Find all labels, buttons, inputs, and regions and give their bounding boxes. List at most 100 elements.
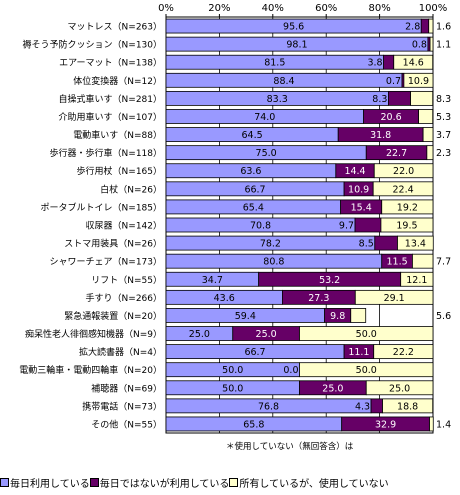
x-tick-label: 60%	[315, 3, 337, 14]
data-label-sometimes: 9.7	[339, 221, 354, 232]
bar-segment	[370, 398, 383, 414]
bar-segment	[429, 36, 434, 52]
bar-segment	[365, 380, 434, 396]
legend-item-sometimes: 毎日ではないが利用している	[89, 475, 230, 490]
data-label-unused: 22.4	[393, 184, 414, 195]
category-label: エアーマット（N=138）	[59, 58, 162, 69]
data-label-daily: 43.6	[214, 293, 235, 304]
data-label-unused: 2.3	[436, 148, 451, 159]
bar-segment	[383, 54, 395, 70]
category-label: 体位変換器（N=12）	[73, 75, 162, 87]
category-label: ストマ用装具（N=26）	[64, 238, 162, 250]
data-label-unused: 19.2	[397, 202, 418, 213]
category-label: 介助用車いす（N=107）	[59, 111, 162, 123]
data-label-sometimes: 32.9	[375, 419, 396, 430]
category-label: シャワーチェア（N=173）	[50, 257, 162, 268]
data-label-daily: 50.0	[222, 365, 243, 376]
category-label: 痴呆性老人徘徊感知機器（N=9）	[25, 328, 162, 340]
data-label-daily: 65.4	[243, 202, 264, 213]
data-label-sometimes: 22.7	[386, 148, 407, 159]
bar-segment	[350, 308, 367, 323]
data-label-daily: 81.5	[264, 58, 285, 69]
legend-swatch-sometimes	[89, 477, 99, 487]
data-label-sometimes: 14.4	[344, 166, 365, 177]
legend-label-sometimes: 毎日ではないが利用している	[99, 478, 230, 490]
bar-segment	[393, 54, 434, 70]
data-label-daily: 64.5	[242, 130, 263, 141]
data-label-daily: 66.7	[244, 347, 265, 358]
bar-segment	[372, 181, 434, 197]
chart-legend: 毎日利用している 毎日ではないが利用している 所有しているが、使用していない	[0, 474, 460, 490]
data-label-sometimes: 4.3	[355, 401, 370, 412]
data-label-unused: 18.8	[397, 401, 418, 412]
data-label-daily: 70.8	[250, 221, 271, 232]
data-label-sometimes: 0.8	[412, 40, 427, 51]
bar-segment	[397, 235, 434, 251]
data-label-daily: 50.0	[222, 383, 243, 394]
data-label-unused: 22.2	[393, 347, 414, 358]
data-label-sometimes: 25.0	[256, 329, 277, 340]
bar-segment	[428, 18, 434, 34]
bar-segment	[403, 72, 434, 88]
data-label-sometimes: 9.8	[330, 311, 345, 322]
data-label-daily: 98.1	[286, 40, 307, 51]
data-label-sometimes: 10.9	[348, 184, 369, 195]
bar-segment	[382, 398, 434, 414]
data-label-unused: 50.0	[356, 329, 377, 340]
data-label-unused: 19.5	[396, 221, 417, 232]
legend-item-daily: 毎日利用している	[0, 475, 90, 490]
data-label-sometimes: 3.8	[367, 58, 382, 69]
data-label-unused: 1.6	[436, 22, 451, 33]
data-label-unused: 1.4	[436, 419, 451, 430]
data-label-sometimes: 25.0	[322, 383, 343, 394]
bar-segment	[410, 90, 434, 106]
data-label-sometimes: 11.1	[348, 347, 369, 358]
category-label: 歩行用杖（N=165）	[77, 165, 162, 177]
category-label: 収尿器（N=142）	[86, 220, 162, 232]
legend-label-unused: 所有しているが、使用していない	[239, 478, 389, 490]
category-label: 褥そう予防クッション（N=130）	[23, 39, 162, 51]
data-label-sometimes: 27.3	[308, 293, 329, 304]
data-label-sometimes: 2.8	[405, 22, 420, 33]
data-label-daily: 83.3	[267, 94, 288, 105]
data-label-sometimes: 31.8	[370, 130, 391, 141]
data-label-daily: 76.8	[258, 401, 279, 412]
chart-note: ＊使用していない（無回答含）は	[226, 442, 354, 452]
data-label-sometimes: 8.3	[372, 94, 387, 105]
data-label-unused: 7.7	[436, 257, 451, 268]
bar-segment	[373, 344, 434, 360]
category-label: 自操式車いす（N=281）	[59, 93, 162, 105]
x-tick-label: 20%	[208, 3, 230, 14]
category-label: 白杖（N=26）	[100, 183, 162, 195]
x-tick-label: 100%	[419, 3, 448, 14]
category-label: その他（N=55）	[91, 418, 162, 430]
data-label-sometimes: 0.7	[386, 76, 401, 87]
data-label-unused: 12.1	[406, 275, 427, 286]
data-label-daily: 65.8	[243, 419, 264, 430]
bar-segment	[299, 326, 434, 341]
bar-segment	[388, 90, 411, 106]
bar-segment	[426, 145, 434, 161]
category-label: 拡大読書器（N=4）	[79, 346, 162, 358]
bar-segment	[380, 217, 434, 233]
legend-item-unused: 所有しているが、使用していない	[229, 475, 389, 490]
data-label-unused: 50.0	[356, 365, 377, 376]
category-label: 緊急通報装置（N=20）	[64, 310, 162, 322]
data-label-unused: 25.0	[389, 383, 410, 394]
bar-segment	[429, 416, 434, 432]
bar-segment	[412, 253, 434, 269]
category-label: 手すり（N=266）	[86, 292, 162, 304]
data-label-daily: 66.7	[244, 184, 265, 195]
bar-segment	[422, 127, 434, 142]
bar-segment	[354, 217, 382, 233]
data-label-sometimes: 15.4	[351, 202, 372, 213]
data-label-sometimes: 0.0	[283, 365, 298, 376]
data-label-unused: 29.1	[384, 293, 405, 304]
data-label-daily: 25.0	[189, 329, 210, 340]
data-label-unused: 5.3	[436, 112, 451, 123]
data-label-unused: 14.6	[403, 58, 424, 69]
data-label-unused: 3.7	[436, 130, 451, 141]
x-tick-label: 80%	[368, 3, 390, 14]
category-label: 歩行器・歩行車（N=118）	[50, 147, 162, 159]
